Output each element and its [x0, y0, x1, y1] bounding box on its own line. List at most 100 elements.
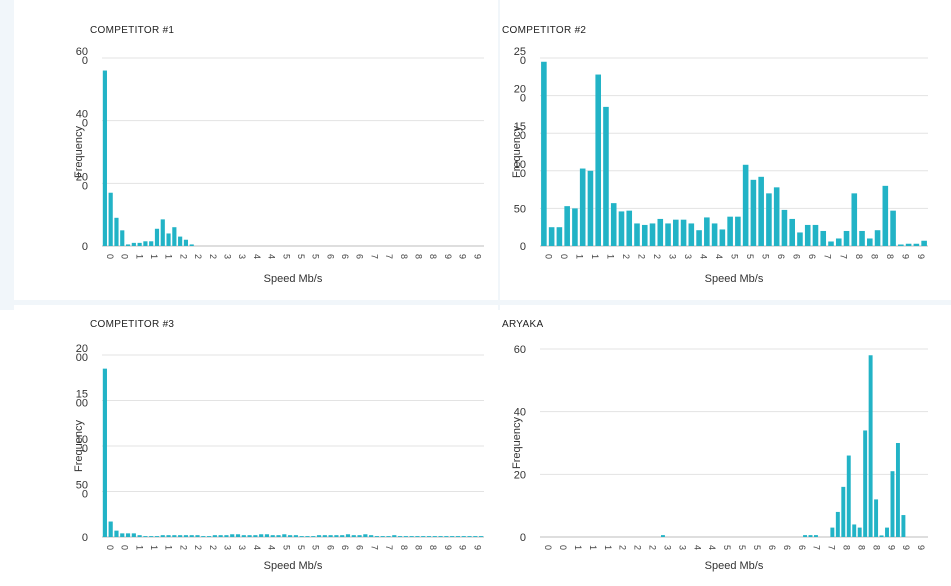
- x-tick-label: 4: [699, 254, 709, 259]
- y-tick-label: 0: [520, 532, 526, 544]
- bar: [814, 535, 818, 537]
- x-tick-label: 4: [252, 545, 262, 550]
- x-tick-label: 8: [428, 254, 438, 259]
- x-tick-label: 1: [134, 545, 144, 550]
- bar: [189, 244, 194, 246]
- x-tick-label: 1: [149, 545, 159, 550]
- bar: [461, 536, 466, 537]
- bar: [634, 223, 640, 246]
- x-tick-label: 8: [871, 545, 881, 550]
- x-tick-label: 0: [120, 254, 130, 259]
- y-tick-label: 10 0: [76, 434, 88, 455]
- x-tick-label: 4: [714, 254, 724, 259]
- bar: [835, 238, 842, 246]
- bar: [247, 535, 252, 537]
- y-axis-label: Frequency: [73, 420, 85, 472]
- x-tick-label: 6: [797, 545, 807, 550]
- x-tick-label: 8: [885, 254, 895, 259]
- bar: [618, 211, 625, 246]
- x-tick-label: 8: [856, 545, 866, 550]
- bar: [305, 536, 310, 537]
- y-tick-label: 10 0: [514, 159, 526, 180]
- bar: [125, 533, 131, 537]
- bar: [293, 535, 298, 537]
- bar: [719, 229, 726, 246]
- bar: [102, 368, 107, 537]
- x-tick-label: 6: [807, 254, 817, 259]
- bar: [183, 535, 189, 537]
- x-tick-label: 5: [761, 254, 771, 259]
- y-axis-label: Frequency: [73, 126, 85, 178]
- x-tick-label: 3: [668, 254, 678, 259]
- bar: [830, 527, 835, 537]
- x-tick-label: 7: [384, 545, 394, 550]
- y-tick-label: 20: [514, 469, 526, 481]
- bar: [397, 536, 403, 537]
- bar: [166, 535, 171, 537]
- x-tick-label: 7: [838, 254, 848, 259]
- chart-title: COMPETITOR #2: [502, 25, 586, 36]
- x-tick-label: 3: [662, 545, 672, 550]
- bar: [610, 203, 617, 246]
- bar: [857, 527, 862, 537]
- bar: [841, 486, 846, 537]
- bar: [351, 535, 356, 537]
- y-tick-label: 20 0: [76, 171, 88, 192]
- y-tick-label: 60: [514, 344, 526, 356]
- bar: [688, 223, 695, 246]
- x-tick-label: 1: [573, 545, 583, 550]
- bar: [587, 170, 594, 246]
- x-axis-label: Speed Mb/s: [264, 273, 323, 285]
- bar: [363, 534, 368, 537]
- bar: [114, 217, 119, 246]
- chart-competitor-1: COMPETITOR #1 0 20 0 40 0 60 0 0 0 1 1 1 2 2 2 3 3 4 4 5 5 5 6 6…: [14, 0, 498, 300]
- y-axis-label: Frequency: [511, 417, 523, 469]
- x-tick-label: 1: [574, 254, 584, 259]
- bar: [851, 193, 858, 246]
- bar: [149, 536, 154, 537]
- bar: [905, 243, 912, 246]
- x-tick-label: 6: [776, 254, 786, 259]
- x-tick-label: 0: [105, 254, 115, 259]
- x-tick-label: 5: [281, 254, 291, 259]
- x-tick-label: 1: [590, 254, 600, 259]
- bar: [172, 227, 177, 246]
- bar: [913, 243, 920, 246]
- bar: [183, 239, 189, 246]
- y-tick-label: 25 0: [514, 46, 526, 67]
- chart-competitor-3: COMPETITOR #3 0 50 0 10 0 15 00 20 00 0 0 1 1 1 2 2 2 3 3 4 4…: [14, 305, 498, 586]
- x-tick-label: 9: [886, 545, 896, 550]
- bar: [473, 536, 478, 537]
- x-tick-label: 6: [325, 254, 335, 259]
- y-tick-label: 60 0: [76, 46, 88, 67]
- x-tick-label: 9: [443, 254, 453, 259]
- bar: [895, 443, 900, 537]
- x-tick-label: 5: [281, 545, 291, 550]
- bar: [392, 535, 397, 537]
- bar: [898, 244, 904, 246]
- bar: [102, 70, 107, 247]
- x-tick-label: 9: [901, 545, 911, 550]
- bar: [357, 535, 362, 537]
- y-tick-label: 15 00: [76, 389, 88, 410]
- chart-title: COMPETITOR #3: [90, 319, 174, 330]
- x-tick-label: 5: [311, 545, 321, 550]
- bar: [742, 164, 749, 246]
- x-tick-label: 6: [340, 545, 350, 550]
- x-axis-label: Speed Mb/s: [705, 273, 764, 285]
- bar: [890, 471, 895, 537]
- bar: [149, 241, 154, 246]
- x-tick-label: 6: [355, 545, 365, 550]
- bar: [108, 521, 113, 537]
- bar: [160, 219, 165, 246]
- bar: [874, 230, 881, 246]
- bar: [340, 535, 345, 537]
- bar: [564, 206, 570, 246]
- bar: [874, 499, 879, 537]
- bar: [595, 74, 601, 246]
- bar: [201, 536, 206, 537]
- bar: [178, 236, 183, 246]
- y-tick-label: 15 0: [514, 121, 526, 142]
- bar: [143, 536, 148, 537]
- x-tick-label: 6: [340, 254, 350, 259]
